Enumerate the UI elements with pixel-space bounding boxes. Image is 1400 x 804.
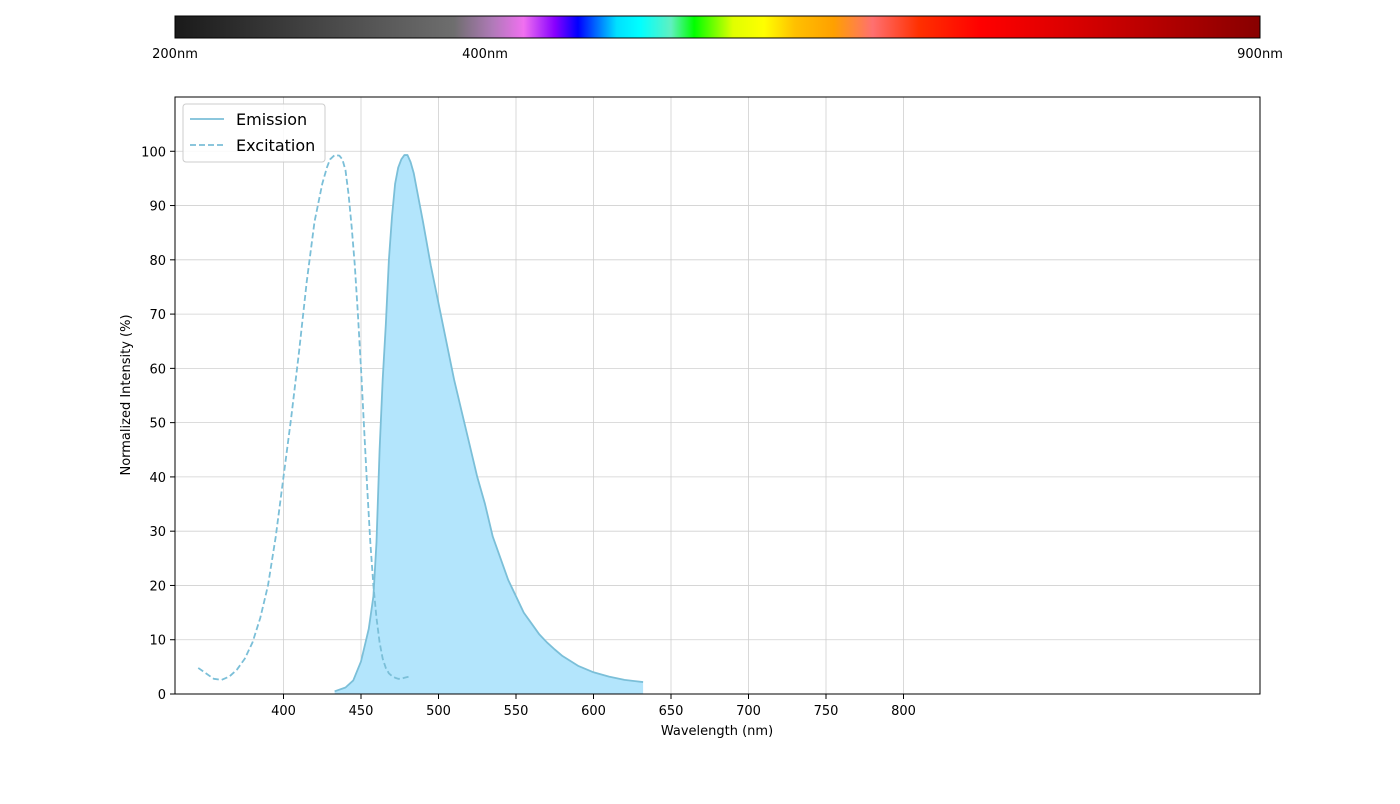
y-tick-label: 90	[149, 200, 166, 215]
spectrum-label-900nm: 900nm	[1237, 47, 1283, 62]
x-tick-label: 700	[736, 704, 761, 719]
x-axis-label: Wavelength (nm)	[661, 724, 773, 739]
y-tick-label: 100	[141, 145, 166, 160]
y-tick-label: 40	[149, 471, 166, 486]
grid-lines	[175, 97, 1260, 695]
x-tick-label: 650	[659, 704, 684, 719]
legend-label-excitation: Excitation	[236, 136, 315, 155]
x-tick-label: 450	[349, 704, 374, 719]
y-axis-label: Normalized Intensity (%)	[119, 314, 134, 475]
y-tick-label: 0	[158, 688, 166, 703]
excitation-line	[197, 154, 410, 681]
y-tick-label: 60	[149, 362, 166, 377]
emission-area	[334, 155, 644, 694]
y-tick-label: 80	[149, 254, 166, 269]
emission-line	[334, 154, 644, 693]
y-tick-label: 20	[149, 579, 166, 594]
y-tick-label: 50	[149, 417, 166, 432]
series-layer	[197, 154, 644, 694]
x-tick-label: 600	[581, 704, 606, 719]
x-tick-label: 800	[891, 704, 916, 719]
plot-frame	[174, 96, 1261, 695]
legend: Emission Excitation	[182, 103, 326, 163]
y-tick-label: 10	[149, 634, 166, 649]
spectrum-gradient	[174, 15, 1261, 39]
x-axis-ticks: 400 450 500 550 600 650 700 750 800	[271, 694, 916, 719]
x-tick-label: 500	[426, 704, 451, 719]
x-tick-label: 400	[271, 704, 296, 719]
y-tick-label: 70	[149, 308, 166, 323]
y-tick-label: 30	[149, 525, 166, 540]
spectrum-colorbar: 200nm 400nm 900nm	[152, 15, 1283, 62]
spectrum-label-200nm: 200nm	[152, 47, 198, 62]
y-axis-ticks: 0 10 20 30 40 50 60 70 80 90 100	[141, 145, 175, 703]
legend-label-emission: Emission	[236, 110, 307, 129]
spectrum-label-400nm: 400nm	[462, 47, 508, 62]
plot-area: 400 450 500 550 600 650 700 750 800 0 10 20 30 40 50 6…	[141, 96, 1261, 719]
x-tick-label: 550	[504, 704, 529, 719]
x-tick-label: 750	[814, 704, 839, 719]
plot-background	[175, 97, 1260, 694]
